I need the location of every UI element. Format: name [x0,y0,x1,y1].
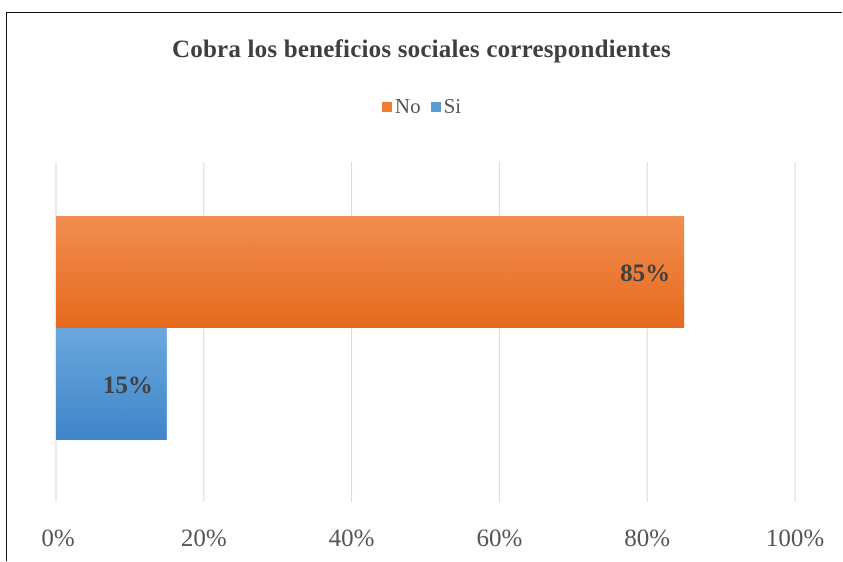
chart-legend: No Si [0,94,843,119]
data-labels: 85% 15% [103,260,670,399]
legend-label-si: Si [443,94,462,118]
x-tick-label-5: 100% [766,525,824,552]
data-label-si: 15% [103,372,153,399]
x-tick-label-1: 20% [181,525,227,552]
legend-item-si: Si [430,94,462,119]
bars [56,216,685,440]
legend-item-no: No [381,94,421,119]
legend-label-no: No [394,94,421,118]
x-tick-label-3: 60% [476,525,522,552]
bar-no [56,216,685,328]
data-label-no: 85% [620,260,670,287]
legend-swatch-si [430,101,441,112]
x-tick-label-0: 0% [41,525,74,552]
x-tick-label-2: 40% [329,525,375,552]
legend-swatch-no [381,101,392,112]
x-axis-ticks: 0% 20% 40% 60% 80% 100% [41,525,824,552]
x-tick-label-4: 80% [624,525,670,552]
bar-si [56,328,167,440]
chart-title: Cobra los beneficios sociales correspond… [172,36,671,63]
